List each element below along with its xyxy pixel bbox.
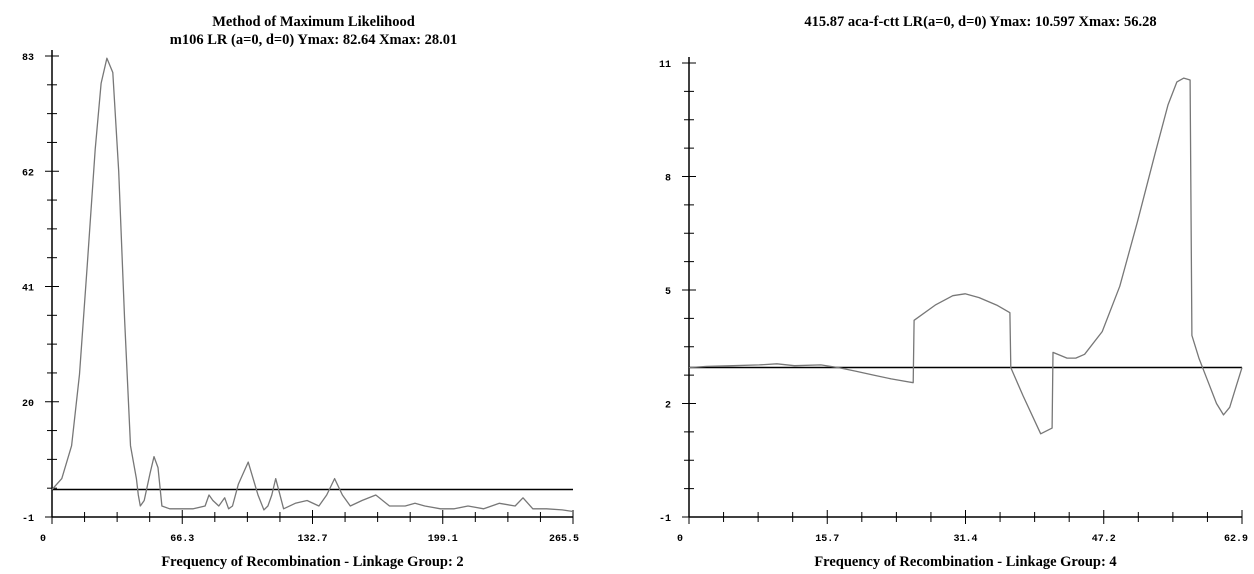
x-tick-label: 199.1 bbox=[428, 534, 458, 545]
plot-area-right: -1 2 5 8 11 0 15.7 31.4 47.2 62.9 bbox=[659, 57, 1248, 545]
x-tick-label: 31.4 bbox=[953, 534, 977, 545]
x-tick-label: 0 bbox=[677, 534, 683, 545]
y-tick-label: -1 bbox=[659, 514, 671, 525]
y-tick-label: 11 bbox=[659, 60, 671, 71]
chart-panel-right: 415.87 aca-f-ctt LR(a=0, d=0) Ymax: 10.5… bbox=[627, 0, 1254, 574]
y-tick-label: 62 bbox=[22, 168, 34, 179]
chart-subtitle: m106 LR (a=0, d=0) Ymax: 82.64 Xmax: 28.… bbox=[169, 32, 458, 48]
y-tick-label: 83 bbox=[22, 53, 34, 64]
plot-area-left: -1 20 41 62 83 0 66.3 132.7 199.1 265.5 bbox=[22, 50, 579, 545]
y-tick-label: 20 bbox=[22, 399, 34, 410]
y-tick-label: 41 bbox=[22, 284, 34, 295]
y-tick-label: -1 bbox=[22, 514, 34, 525]
chart-title: Method of Maximum Likelihood bbox=[212, 14, 415, 30]
y-tick-label: 5 bbox=[665, 287, 671, 298]
x-tick-label: 15.7 bbox=[815, 534, 839, 545]
series-line bbox=[688, 77, 1243, 435]
y-tick-label: 8 bbox=[665, 174, 671, 185]
chart-panel-left: Method of Maximum Likelihood m106 LR (a=… bbox=[22, 14, 579, 570]
chart-title: 415.87 aca-f-ctt LR(a=0, d=0) Ymax: 10.5… bbox=[804, 14, 1157, 30]
x-tick-label: 47.2 bbox=[1092, 534, 1116, 545]
x-tick-label: 66.3 bbox=[170, 534, 194, 545]
x-axis-label: Frequency of Recombination - Linkage Gro… bbox=[814, 554, 1117, 570]
y-tick-label: 2 bbox=[665, 401, 671, 412]
x-axis-label: Frequency of Recombination - Linkage Gro… bbox=[161, 554, 464, 570]
x-tick-label: 265.5 bbox=[549, 534, 579, 545]
x-tick-label: 132.7 bbox=[297, 534, 327, 545]
series-line bbox=[51, 57, 574, 513]
x-tick-label: 0 bbox=[40, 534, 46, 545]
x-tick-label: 62.9 bbox=[1224, 534, 1248, 545]
